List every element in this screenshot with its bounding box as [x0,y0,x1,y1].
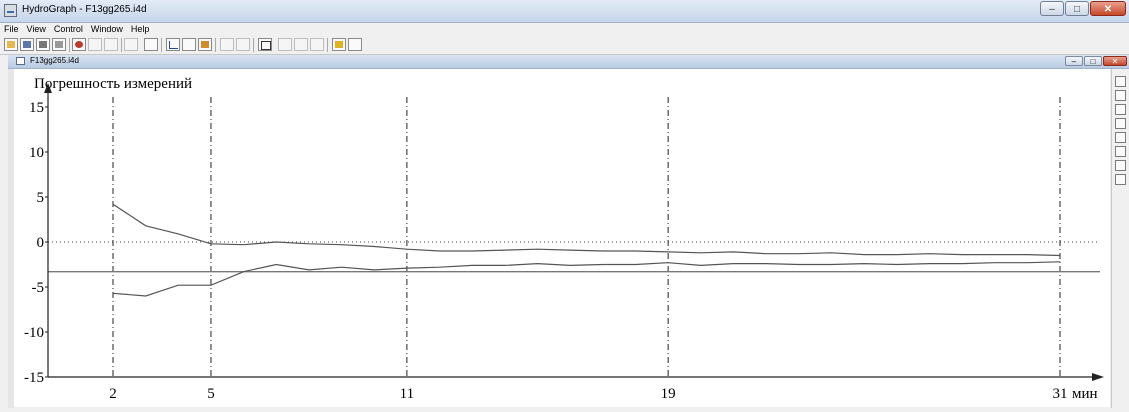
window-titlebar: HydroGraph - F13gg265.i4d – □ ✕ [0,0,1129,23]
open-icon[interactable] [4,38,18,51]
grid-icon[interactable] [1115,76,1126,87]
chart-icon[interactable] [1115,174,1126,185]
y-tick-label: 10 [29,145,44,161]
x-tick-label: 5 [207,386,215,402]
menu-view[interactable]: View [26,24,46,34]
chart-icon[interactable] [1115,132,1126,143]
series-line-0 [112,203,1061,257]
print-preview-icon[interactable] [52,38,66,51]
axis-toggle-icon[interactable] [144,38,158,51]
y-axis-arrow [44,83,52,93]
chart-icon[interactable] [1115,146,1126,157]
menu-window[interactable]: Window [90,24,123,34]
pen-icon[interactable] [198,38,212,51]
x-tick-label: 11 [400,386,414,402]
print-icon[interactable] [36,38,50,51]
close-button[interactable]: ✕ [1090,1,1126,16]
zoom-icon[interactable] [236,38,250,51]
chart-line-icon[interactable] [166,38,180,51]
y-tick-label: 5 [37,190,45,206]
y-tick-label: 0 [37,235,45,251]
y-tick-label: 15 [29,100,44,116]
ruler-icon[interactable] [1115,90,1126,101]
context-help-icon[interactable] [348,38,362,51]
doc-close-button[interactable]: ✕ [1103,56,1127,66]
y-tick-label: -5 [32,280,45,296]
chart-svg: Погрешность измерений 15 10 5 0 -5 -10 -15 2 5 11… [24,76,1104,402]
doc-maximize-button[interactable]: □ [1084,56,1102,66]
scale-x-icon[interactable] [278,38,292,51]
x-unit-label: мин [1072,386,1098,402]
y-tick-label: -10 [24,325,44,341]
chart-icon[interactable] [1115,160,1126,171]
scale-y-icon[interactable] [294,38,308,51]
y-axis-label: Погрешность измерений [34,76,192,92]
skip-forward-icon[interactable] [104,38,118,51]
menu-control[interactable]: Control [53,24,83,34]
chart-icon[interactable] [1115,118,1126,129]
gear-icon[interactable] [1115,104,1126,115]
plot-area[interactable]: Погрешность измерений 15 10 5 0 -5 -10 -15 2 5 11… [14,69,1110,407]
menu-help[interactable]: Help [130,24,150,34]
app-icon [4,4,17,17]
save-icon[interactable] [20,38,34,51]
zoom-area-icon[interactable] [220,38,234,51]
document-titlebar: F13gg265.i4d – □ ✕ [8,55,1129,69]
left-edge [8,69,14,408]
grid-icon[interactable] [258,38,272,51]
help-icon[interactable] [332,38,346,51]
menu-bar: File View Control Window Help [0,23,149,35]
chart-bars-icon[interactable] [182,38,196,51]
maximize-button[interactable]: □ [1065,1,1089,16]
series-line-1 [112,261,1061,297]
menu-file[interactable]: File [4,24,19,34]
y-tick-label: -15 [24,370,44,386]
right-toolbar [1111,69,1129,408]
x-tick-label: 2 [109,386,117,402]
x-tick-label: 31 [1053,386,1068,402]
document-icon [16,57,25,65]
minimize-button[interactable]: – [1040,1,1064,16]
record-icon[interactable] [72,38,86,51]
doc-minimize-button[interactable]: – [1065,56,1083,66]
skip-back-icon[interactable] [88,38,102,51]
document-title: F13gg265.i4d [30,56,79,65]
x-tick-label: 19 [661,386,676,402]
x-axis-arrow [1092,373,1104,381]
scale-fit-icon[interactable] [310,38,324,51]
window-title: HydroGraph - F13gg265.i4d [22,4,147,15]
toolbar [0,36,1129,55]
axis-icon[interactable] [124,38,138,51]
